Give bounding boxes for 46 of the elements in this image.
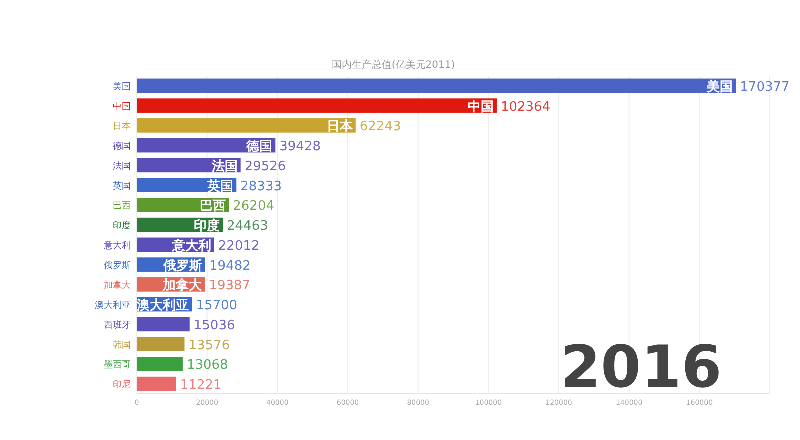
y-tick-label: 印度 [113,220,131,232]
annotation: 德国 [246,140,273,155]
data-label: 22012 [218,238,260,254]
data-label: 11221 [180,378,222,394]
data-label: 13576 [188,338,230,354]
annotation: 巴西 [200,199,226,214]
y-tick-label: 德国 [113,141,131,152]
data-label: 29526 [244,159,286,174]
data-label: 28333 [240,179,282,194]
data-label: 13068 [186,358,228,374]
y-tick-label: 澳大利亚 [95,300,131,312]
annotation: 中国 [468,100,494,115]
data-label: 39428 [280,140,322,155]
y-tick-label: 俄罗斯 [104,260,131,272]
annotation: 加拿大 [162,278,204,294]
y-tick-label: 日本 [113,121,131,132]
annotation: 意大利 [171,238,212,254]
data-label: 15036 [194,318,236,334]
annotation: 法国 [210,159,238,174]
annotation: 俄罗斯 [162,258,203,274]
data-label: 26204 [233,199,275,214]
y-tick-label: 英国 [113,180,131,192]
y-tick-label: 巴西 [113,202,131,212]
annotation: 澳大利亚 [136,298,190,314]
data-label: 24463 [227,219,268,234]
y-tick-label: 美国 [113,81,131,92]
data-label: 19482 [210,258,251,274]
y-tick-label: 韩国 [113,340,131,351]
y-tick-label: 西班牙 [104,320,131,331]
y-tick-label: 中国 [113,101,131,112]
annotation: 日本 [326,120,354,135]
data-label: 19387 [209,278,251,294]
data-label: 15700 [196,298,238,314]
chart-title: 国内生产总值(亿美元2011) [332,59,456,71]
y-tick-label: 印尼 [113,380,131,391]
annotation: 印度 [194,218,220,234]
y-tick-label: 墨西哥 [104,360,131,371]
y-tick-label: 加拿大 [104,280,131,292]
data-label: 62243 [360,120,402,135]
data-label: 170377 [740,80,790,95]
y-tick-label: 法国 [113,160,131,172]
annotation: 美国 [706,78,734,95]
annotation: 2016 [560,333,722,401]
annotation: 英国 [206,179,234,194]
data-label: 102364 [500,100,551,115]
y-tick-label: 意大利 [103,240,131,252]
